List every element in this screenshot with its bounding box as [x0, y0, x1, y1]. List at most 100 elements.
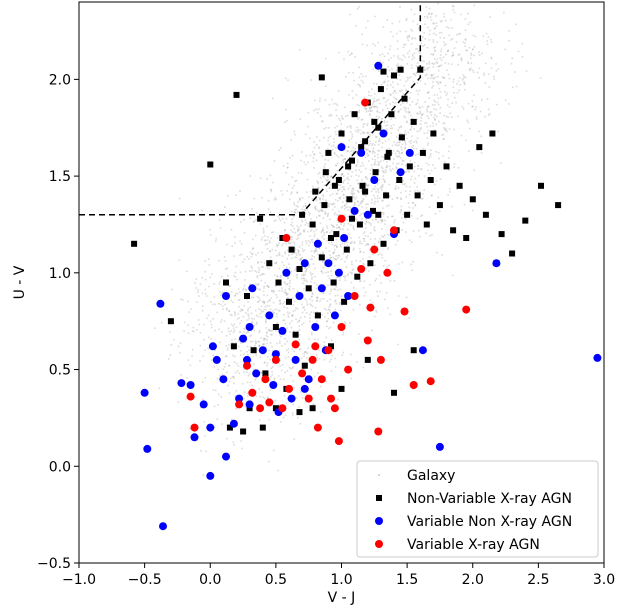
- galaxy-point: [358, 169, 360, 171]
- galaxy-point: [336, 245, 338, 248]
- galaxy-point: [239, 190, 241, 192]
- galaxy-point: [299, 258, 301, 261]
- galaxy-point: [271, 290, 273, 292]
- galaxy-point: [290, 193, 292, 195]
- galaxy-point: [227, 275, 229, 277]
- galaxy-point: [282, 165, 285, 167]
- non-variable-x-ray-agn-point: [301, 362, 308, 369]
- non-variable-x-ray-agn-point: [349, 215, 355, 222]
- galaxy-point: [411, 38, 413, 40]
- galaxy-point: [191, 355, 193, 357]
- galaxy-point: [306, 304, 309, 306]
- galaxy-point: [410, 178, 412, 181]
- galaxy-point: [249, 381, 252, 384]
- galaxy-point: [365, 75, 367, 78]
- galaxy-point: [277, 469, 279, 472]
- galaxy-point: [198, 323, 200, 326]
- galaxy-point: [359, 251, 361, 253]
- galaxy-point: [309, 212, 311, 215]
- galaxy-point: [452, 8, 455, 11]
- variable-non-x-ray-agn-point: [229, 419, 238, 428]
- galaxy-point: [515, 85, 518, 88]
- galaxy-point: [337, 90, 340, 92]
- galaxy-point: [341, 354, 344, 356]
- galaxy-point: [249, 175, 252, 177]
- galaxy-point: [243, 398, 245, 400]
- galaxy-point: [457, 54, 460, 56]
- galaxy-point: [347, 178, 350, 181]
- galaxy-point: [255, 354, 257, 356]
- galaxy-point: [238, 372, 240, 375]
- galaxy-point: [411, 30, 414, 32]
- galaxy-point: [265, 321, 267, 324]
- galaxy-point: [397, 187, 400, 189]
- galaxy-point: [226, 347, 229, 350]
- non-variable-x-ray-agn-point: [375, 124, 382, 131]
- variable-non-x-ray-agn-point: [199, 400, 208, 409]
- galaxy-point: [263, 235, 266, 237]
- galaxy-point: [307, 161, 309, 164]
- galaxy-point: [382, 159, 385, 162]
- galaxy-point: [297, 417, 299, 419]
- galaxy-point: [355, 217, 357, 220]
- galaxy-point: [315, 108, 317, 111]
- galaxy-point: [341, 173, 343, 175]
- galaxy-point: [190, 308, 192, 310]
- galaxy-point: [358, 84, 361, 86]
- galaxy-point: [363, 231, 366, 233]
- galaxy-point: [325, 200, 328, 203]
- galaxy-point: [290, 236, 292, 238]
- galaxy-point: [305, 393, 308, 396]
- galaxy-point: [243, 327, 245, 330]
- galaxy-point: [389, 127, 392, 130]
- galaxy-point: [381, 199, 383, 202]
- galaxy-point: [333, 202, 336, 205]
- galaxy-point: [453, 92, 455, 94]
- galaxy-point: [363, 263, 365, 266]
- galaxy-point: [275, 294, 277, 296]
- galaxy-point: [257, 340, 259, 343]
- galaxy-point: [437, 83, 440, 85]
- galaxy-point: [419, 112, 421, 114]
- galaxy-point: [214, 329, 216, 332]
- variable-non-x-ray-agn-point: [271, 350, 280, 359]
- galaxy-point: [385, 166, 387, 169]
- galaxy-point: [332, 256, 335, 259]
- galaxy-point: [327, 284, 329, 286]
- galaxy-point: [482, 35, 485, 37]
- galaxy-point: [289, 331, 291, 333]
- galaxy-point: [318, 147, 320, 150]
- variable-x-ray-agn-point: [363, 336, 372, 345]
- galaxy-point: [313, 153, 316, 156]
- non-variable-x-ray-agn-point: [410, 118, 417, 125]
- non-variable-x-ray-agn-point: [346, 196, 353, 203]
- galaxy-point: [324, 99, 327, 101]
- galaxy-point: [504, 99, 507, 101]
- galaxy-point: [340, 228, 342, 231]
- galaxy-point: [362, 164, 365, 167]
- galaxy-point: [402, 46, 405, 49]
- galaxy-point: [235, 326, 238, 329]
- galaxy-point: [374, 200, 376, 203]
- galaxy-point: [408, 171, 411, 173]
- non-variable-x-ray-agn-point: [555, 202, 562, 209]
- galaxy-point: [360, 73, 362, 75]
- galaxy-point: [383, 121, 386, 124]
- galaxy-point: [272, 400, 275, 403]
- galaxy-point: [431, 75, 433, 77]
- galaxy-point: [310, 304, 312, 306]
- galaxy-point: [254, 378, 256, 381]
- galaxy-point: [299, 423, 302, 425]
- galaxy-point: [387, 204, 390, 207]
- non-variable-x-ray-agn-point: [299, 211, 306, 218]
- galaxy-point: [301, 244, 304, 246]
- legend-box: [356, 460, 599, 558]
- galaxy-point: [395, 188, 397, 190]
- non-variable-x-ray-agn-point: [371, 118, 378, 125]
- galaxy-point: [342, 159, 344, 161]
- galaxy-point: [435, 33, 437, 36]
- galaxy-point: [421, 114, 423, 117]
- galaxy-point: [287, 79, 289, 81]
- galaxy-point: [349, 185, 352, 187]
- galaxy-point: [335, 192, 338, 195]
